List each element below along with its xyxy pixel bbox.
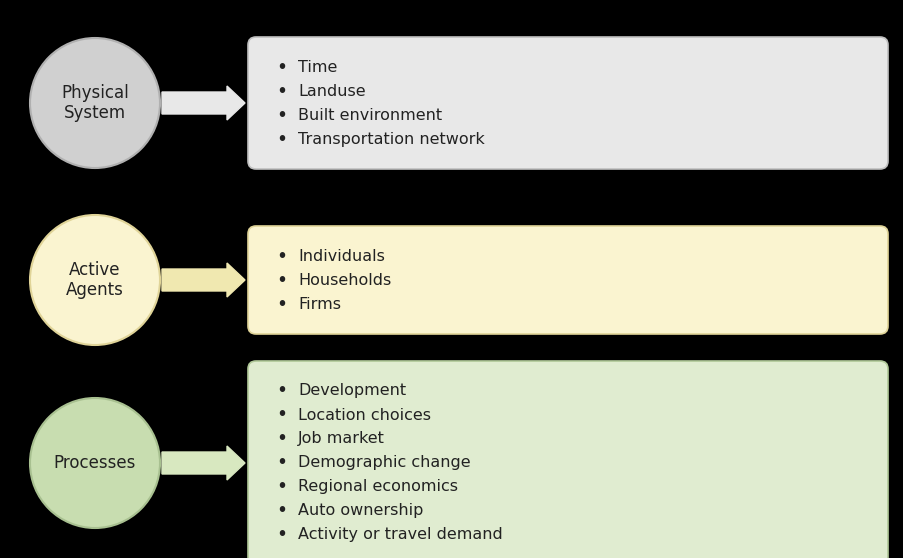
Text: •: •	[275, 247, 287, 266]
FancyBboxPatch shape	[247, 226, 887, 334]
Text: •: •	[275, 81, 287, 100]
Text: Auto ownership: Auto ownership	[298, 503, 423, 518]
Text: •: •	[275, 430, 287, 449]
Text: •: •	[275, 454, 287, 473]
Text: Job market: Job market	[298, 431, 385, 446]
Text: •: •	[275, 129, 287, 148]
Text: •: •	[275, 382, 287, 401]
Circle shape	[30, 215, 160, 345]
Text: •: •	[275, 57, 287, 76]
FancyArrow shape	[162, 446, 245, 480]
Text: •: •	[275, 502, 287, 521]
Text: •: •	[275, 105, 287, 124]
Text: •: •	[275, 271, 287, 290]
FancyBboxPatch shape	[247, 37, 887, 169]
FancyArrow shape	[162, 86, 245, 120]
Text: Transportation network: Transportation network	[298, 132, 484, 147]
Text: Demographic change: Demographic change	[298, 455, 470, 470]
Text: Regional economics: Regional economics	[298, 479, 458, 494]
Text: Development: Development	[298, 383, 405, 398]
Text: Households: Households	[298, 272, 391, 287]
Circle shape	[30, 38, 160, 168]
Text: Landuse: Landuse	[298, 84, 365, 99]
Text: Activity or travel demand: Activity or travel demand	[298, 527, 502, 542]
FancyArrow shape	[162, 263, 245, 297]
Text: Individuals: Individuals	[298, 248, 385, 263]
Text: Firms: Firms	[298, 296, 340, 311]
Text: •: •	[275, 295, 287, 314]
Text: Physical
System: Physical System	[61, 84, 129, 122]
Text: •: •	[275, 406, 287, 425]
Text: •: •	[275, 478, 287, 497]
Text: Active
Agents: Active Agents	[66, 261, 124, 300]
FancyBboxPatch shape	[247, 361, 887, 558]
Text: Processes: Processes	[54, 454, 136, 472]
Text: Location choices: Location choices	[298, 407, 431, 422]
Text: Time: Time	[298, 60, 337, 75]
Text: Built environment: Built environment	[298, 108, 442, 123]
Text: •: •	[275, 526, 287, 545]
Circle shape	[30, 398, 160, 528]
